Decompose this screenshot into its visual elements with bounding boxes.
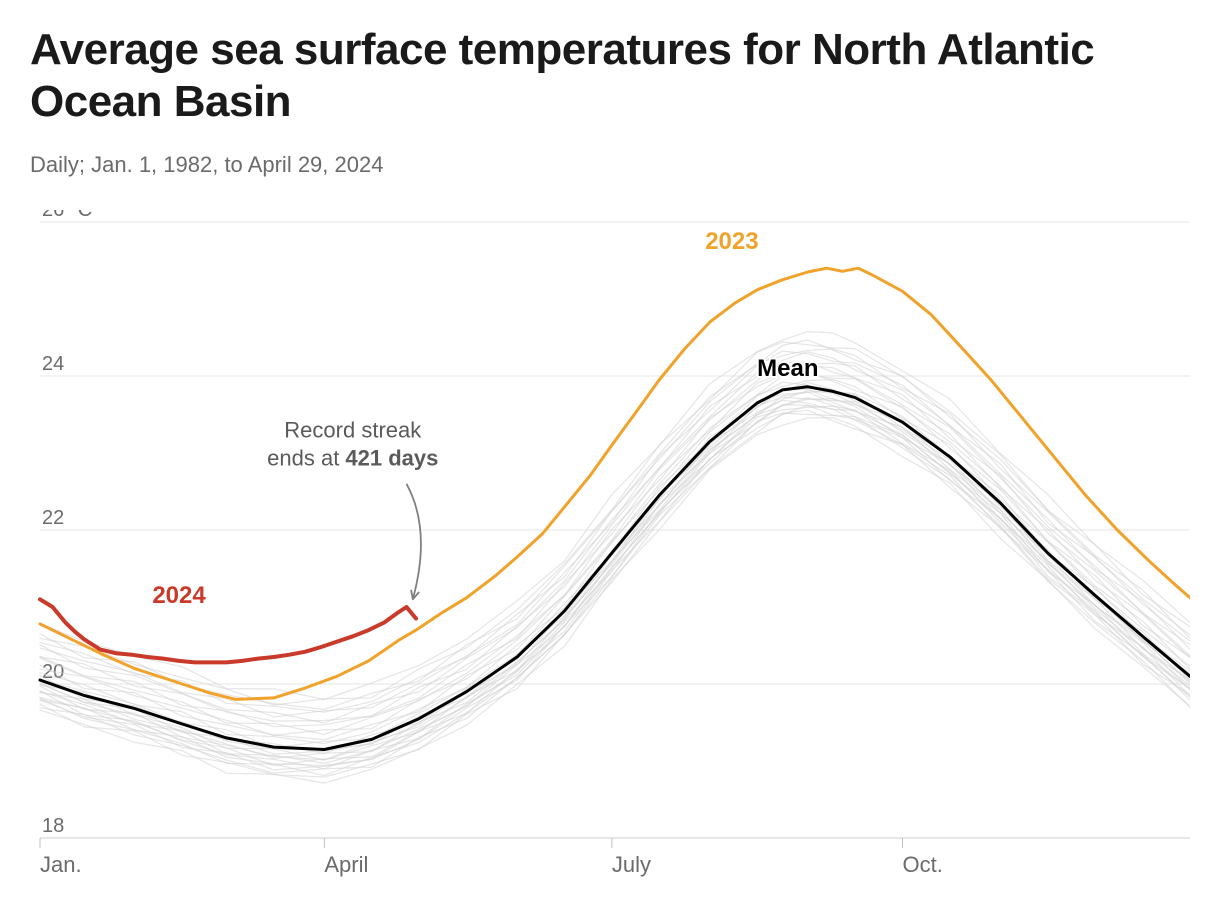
x-axis-label: July <box>612 852 651 877</box>
annotation-text: Record streak <box>284 418 422 443</box>
historical-line <box>40 418 1190 783</box>
historical-line <box>40 349 1190 712</box>
historical-line <box>40 400 1190 765</box>
y-axis-label: 26 °C <box>42 210 92 221</box>
historical-line <box>40 406 1190 765</box>
x-axis-label: April <box>324 852 368 877</box>
line-chart: 1820222426 °CJan.AprilJulyOct.2023Mean20… <box>30 210 1190 880</box>
historical-line <box>40 406 1190 776</box>
historical-line <box>40 380 1190 744</box>
historical-line <box>40 405 1190 770</box>
series-label-2024: 2024 <box>152 582 206 609</box>
annotation-arrow <box>406 484 420 600</box>
historical-line <box>40 413 1190 773</box>
annotation-text: ends at 421 days <box>267 446 438 471</box>
historical-line <box>40 398 1190 769</box>
series-label-mean: Mean <box>757 355 818 382</box>
page: Average sea surface temperatures for Nor… <box>0 0 1220 900</box>
y-axis-label: 24 <box>42 353 64 375</box>
y-axis-label: 22 <box>42 507 64 529</box>
chart-area: 1820222426 °CJan.AprilJulyOct.2023Mean20… <box>30 210 1190 880</box>
series-label-2023: 2023 <box>705 228 758 255</box>
x-axis-label: Jan. <box>40 852 82 877</box>
y-axis-label: 18 <box>42 815 64 837</box>
chart-subtitle: Daily; Jan. 1, 1982, to April 29, 2024 <box>30 152 1190 178</box>
chart-title: Average sea surface temperatures for Nor… <box>30 24 1190 128</box>
historical-line <box>40 363 1190 721</box>
historical-series-group <box>40 332 1190 783</box>
x-axis-label: Oct. <box>903 852 943 877</box>
